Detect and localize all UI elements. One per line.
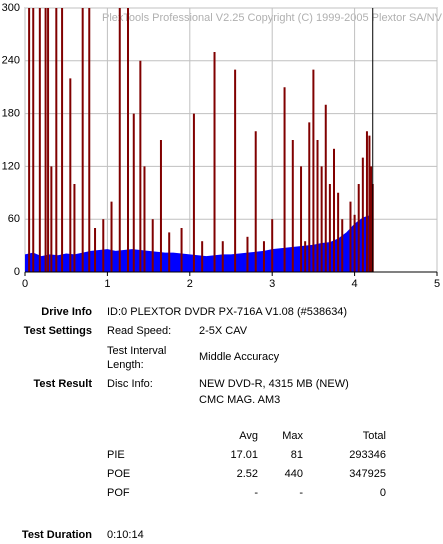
value: CMC MAG. AM3	[199, 394, 281, 406]
y-tick-label: 180	[2, 108, 20, 120]
value: 2-5X CAV	[199, 325, 248, 337]
value: NEW DVD-R, 4315 MB (NEW)	[199, 378, 349, 390]
label: Test Result	[33, 378, 92, 390]
table-cell: PIE	[107, 449, 125, 461]
x-tick-label: 2	[187, 278, 193, 290]
x-tick-label: 0	[22, 278, 28, 290]
value: 0:10:14	[107, 529, 144, 541]
x-tick-label: 4	[352, 278, 358, 290]
table-cell: 0	[379, 487, 386, 499]
label: Read Speed:	[107, 325, 172, 337]
x-tick-label: 1	[104, 278, 110, 290]
x-tick-label: 3	[269, 278, 275, 290]
table-cell: Avg	[239, 430, 258, 442]
table-cell: Max	[282, 430, 303, 442]
chart: PlexTools Professional V2.25 Copyright (…	[2, 2, 443, 290]
y-tick-label: 240	[2, 55, 20, 67]
label: Test Duration	[21, 529, 92, 541]
label: Test Interval	[107, 345, 167, 357]
table-cell: Total	[362, 430, 386, 442]
y-tick-label: 0	[14, 266, 20, 278]
table-cell: 440	[284, 468, 303, 480]
y-tick-label: 300	[2, 2, 20, 14]
y-tick-label: 120	[2, 160, 20, 172]
label: Length:	[107, 359, 144, 371]
plot-area	[24, 7, 438, 273]
table-cell: 2.52	[236, 468, 258, 480]
label: Disc Info:	[107, 378, 153, 390]
table-cell: -	[299, 487, 303, 499]
table-cell: POF	[107, 487, 130, 499]
value: ID:0 PLEXTOR DVDR PX-716A V1.08 (#538634…	[107, 306, 348, 318]
y-tick-label: 60	[8, 213, 20, 225]
table-cell: POE	[107, 468, 131, 480]
x-tick-label: 5	[434, 278, 440, 290]
table-cell: 17.01	[230, 449, 258, 461]
value: Middle Accuracy	[199, 351, 280, 363]
label: Test Settings	[23, 325, 92, 337]
table-cell: -	[254, 487, 258, 499]
table-cell: 347925	[349, 468, 386, 480]
label: Drive Info	[41, 306, 92, 318]
table-cell: 293346	[349, 449, 386, 461]
table-cell: 81	[290, 449, 303, 461]
